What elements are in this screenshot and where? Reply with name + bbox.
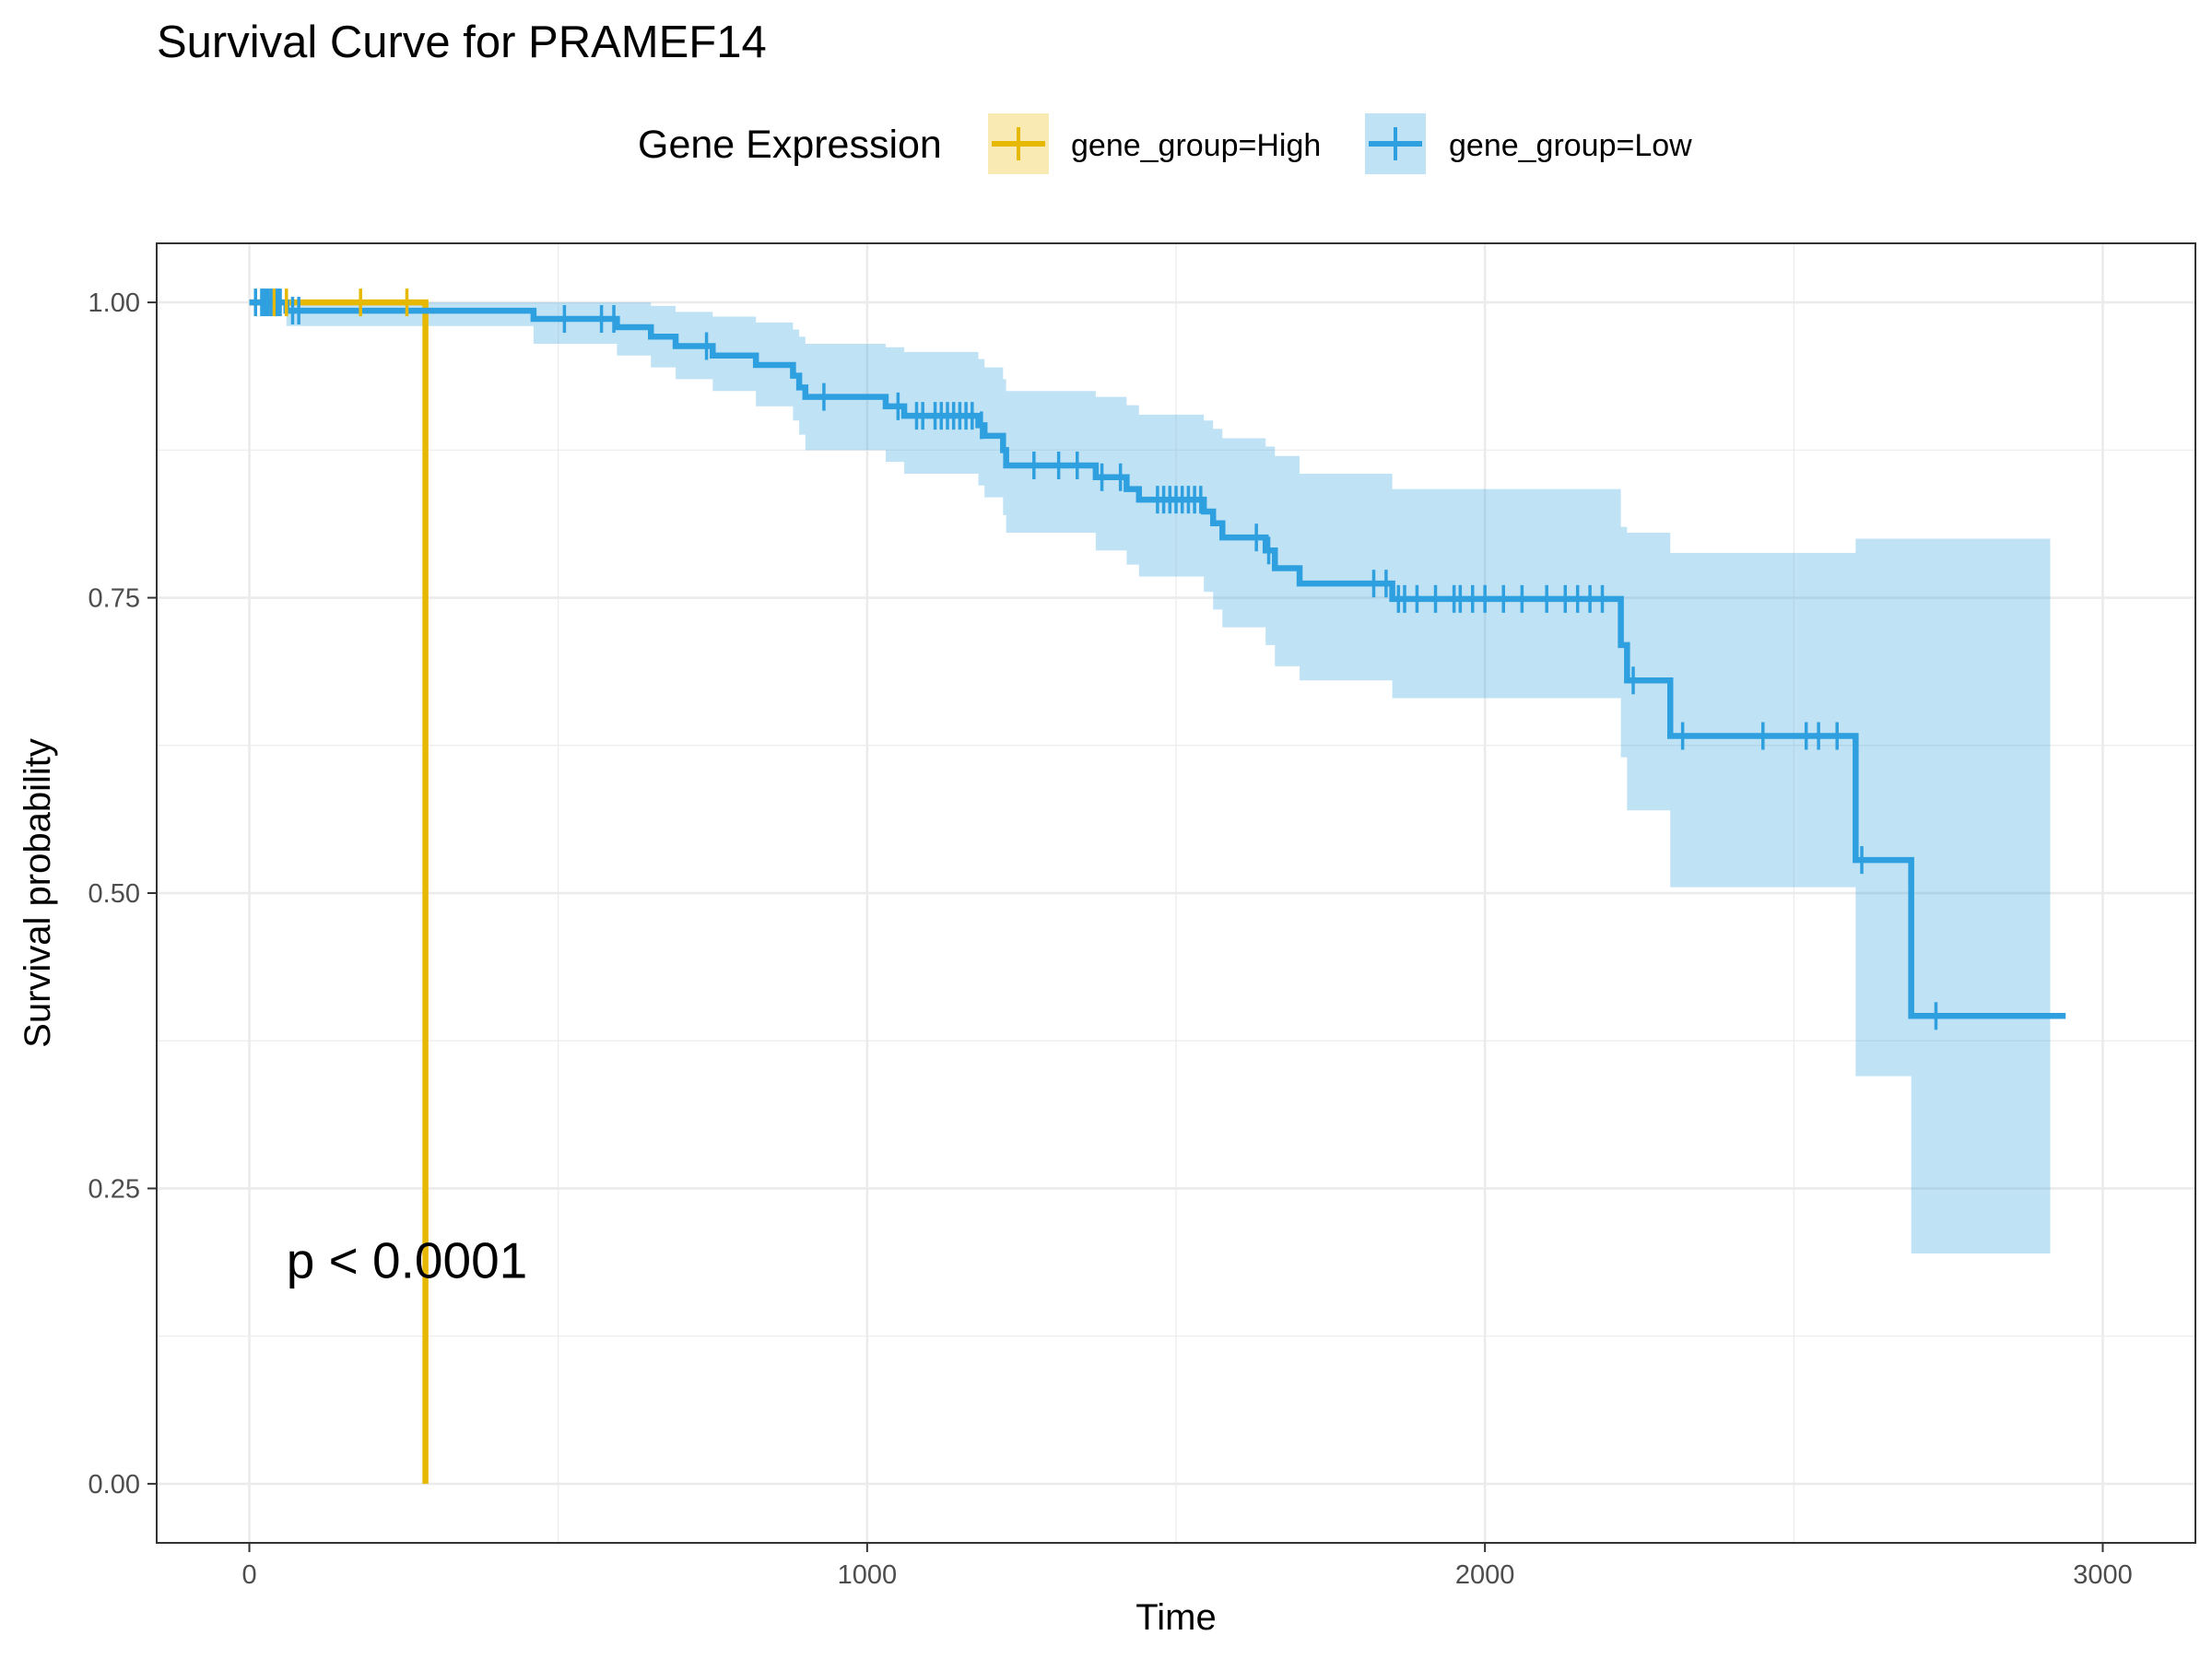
y-tick-label-1: 0.25 xyxy=(88,1174,140,1204)
legend-title: Gene Expression xyxy=(638,123,942,167)
x-tick-label-1: 1000 xyxy=(838,1560,898,1590)
survival-line-0 xyxy=(249,299,429,1484)
y-tick-label-4: 1.00 xyxy=(88,288,140,318)
survival-curves xyxy=(249,299,2066,1484)
censor-marks xyxy=(253,288,1938,1030)
x-axis-title: Time xyxy=(1135,1597,1216,1638)
y-axis-ticks: 0.00 0.25 0.50 0.75 1.00 xyxy=(88,288,157,1500)
y-axis-title: Survival probability xyxy=(18,738,58,1048)
legend-item-high: gene_group=High xyxy=(988,113,1321,174)
p-value-annotation: p < 0.0001 xyxy=(287,1231,528,1288)
x-tick-label-2: 2000 xyxy=(1455,1560,1515,1590)
y-tick-label-3: 0.75 xyxy=(88,584,140,614)
survival-line-1 xyxy=(249,299,2066,1019)
chart-title: Survival Curve for PRAMEF14 xyxy=(157,18,767,67)
y-tick-label-2: 0.50 xyxy=(88,879,140,909)
x-axis-ticks: 0 1000 2000 3000 xyxy=(241,1543,2133,1590)
legend-label-low: gene_group=Low xyxy=(1449,128,1692,163)
legend-item-low: gene_group=Low xyxy=(1365,113,1692,174)
legend: Gene Expression gene_group=High gene_gro… xyxy=(638,113,1692,174)
grid xyxy=(157,243,2195,1543)
x-tick-label-0: 0 xyxy=(241,1560,256,1590)
legend-label-high: gene_group=High xyxy=(1071,128,1321,163)
x-tick-label-3: 3000 xyxy=(2073,1560,2133,1590)
confidence-bands xyxy=(249,302,2051,1253)
y-tick-label-0: 0.00 xyxy=(88,1470,140,1500)
ci-band-1 xyxy=(249,302,2051,1253)
